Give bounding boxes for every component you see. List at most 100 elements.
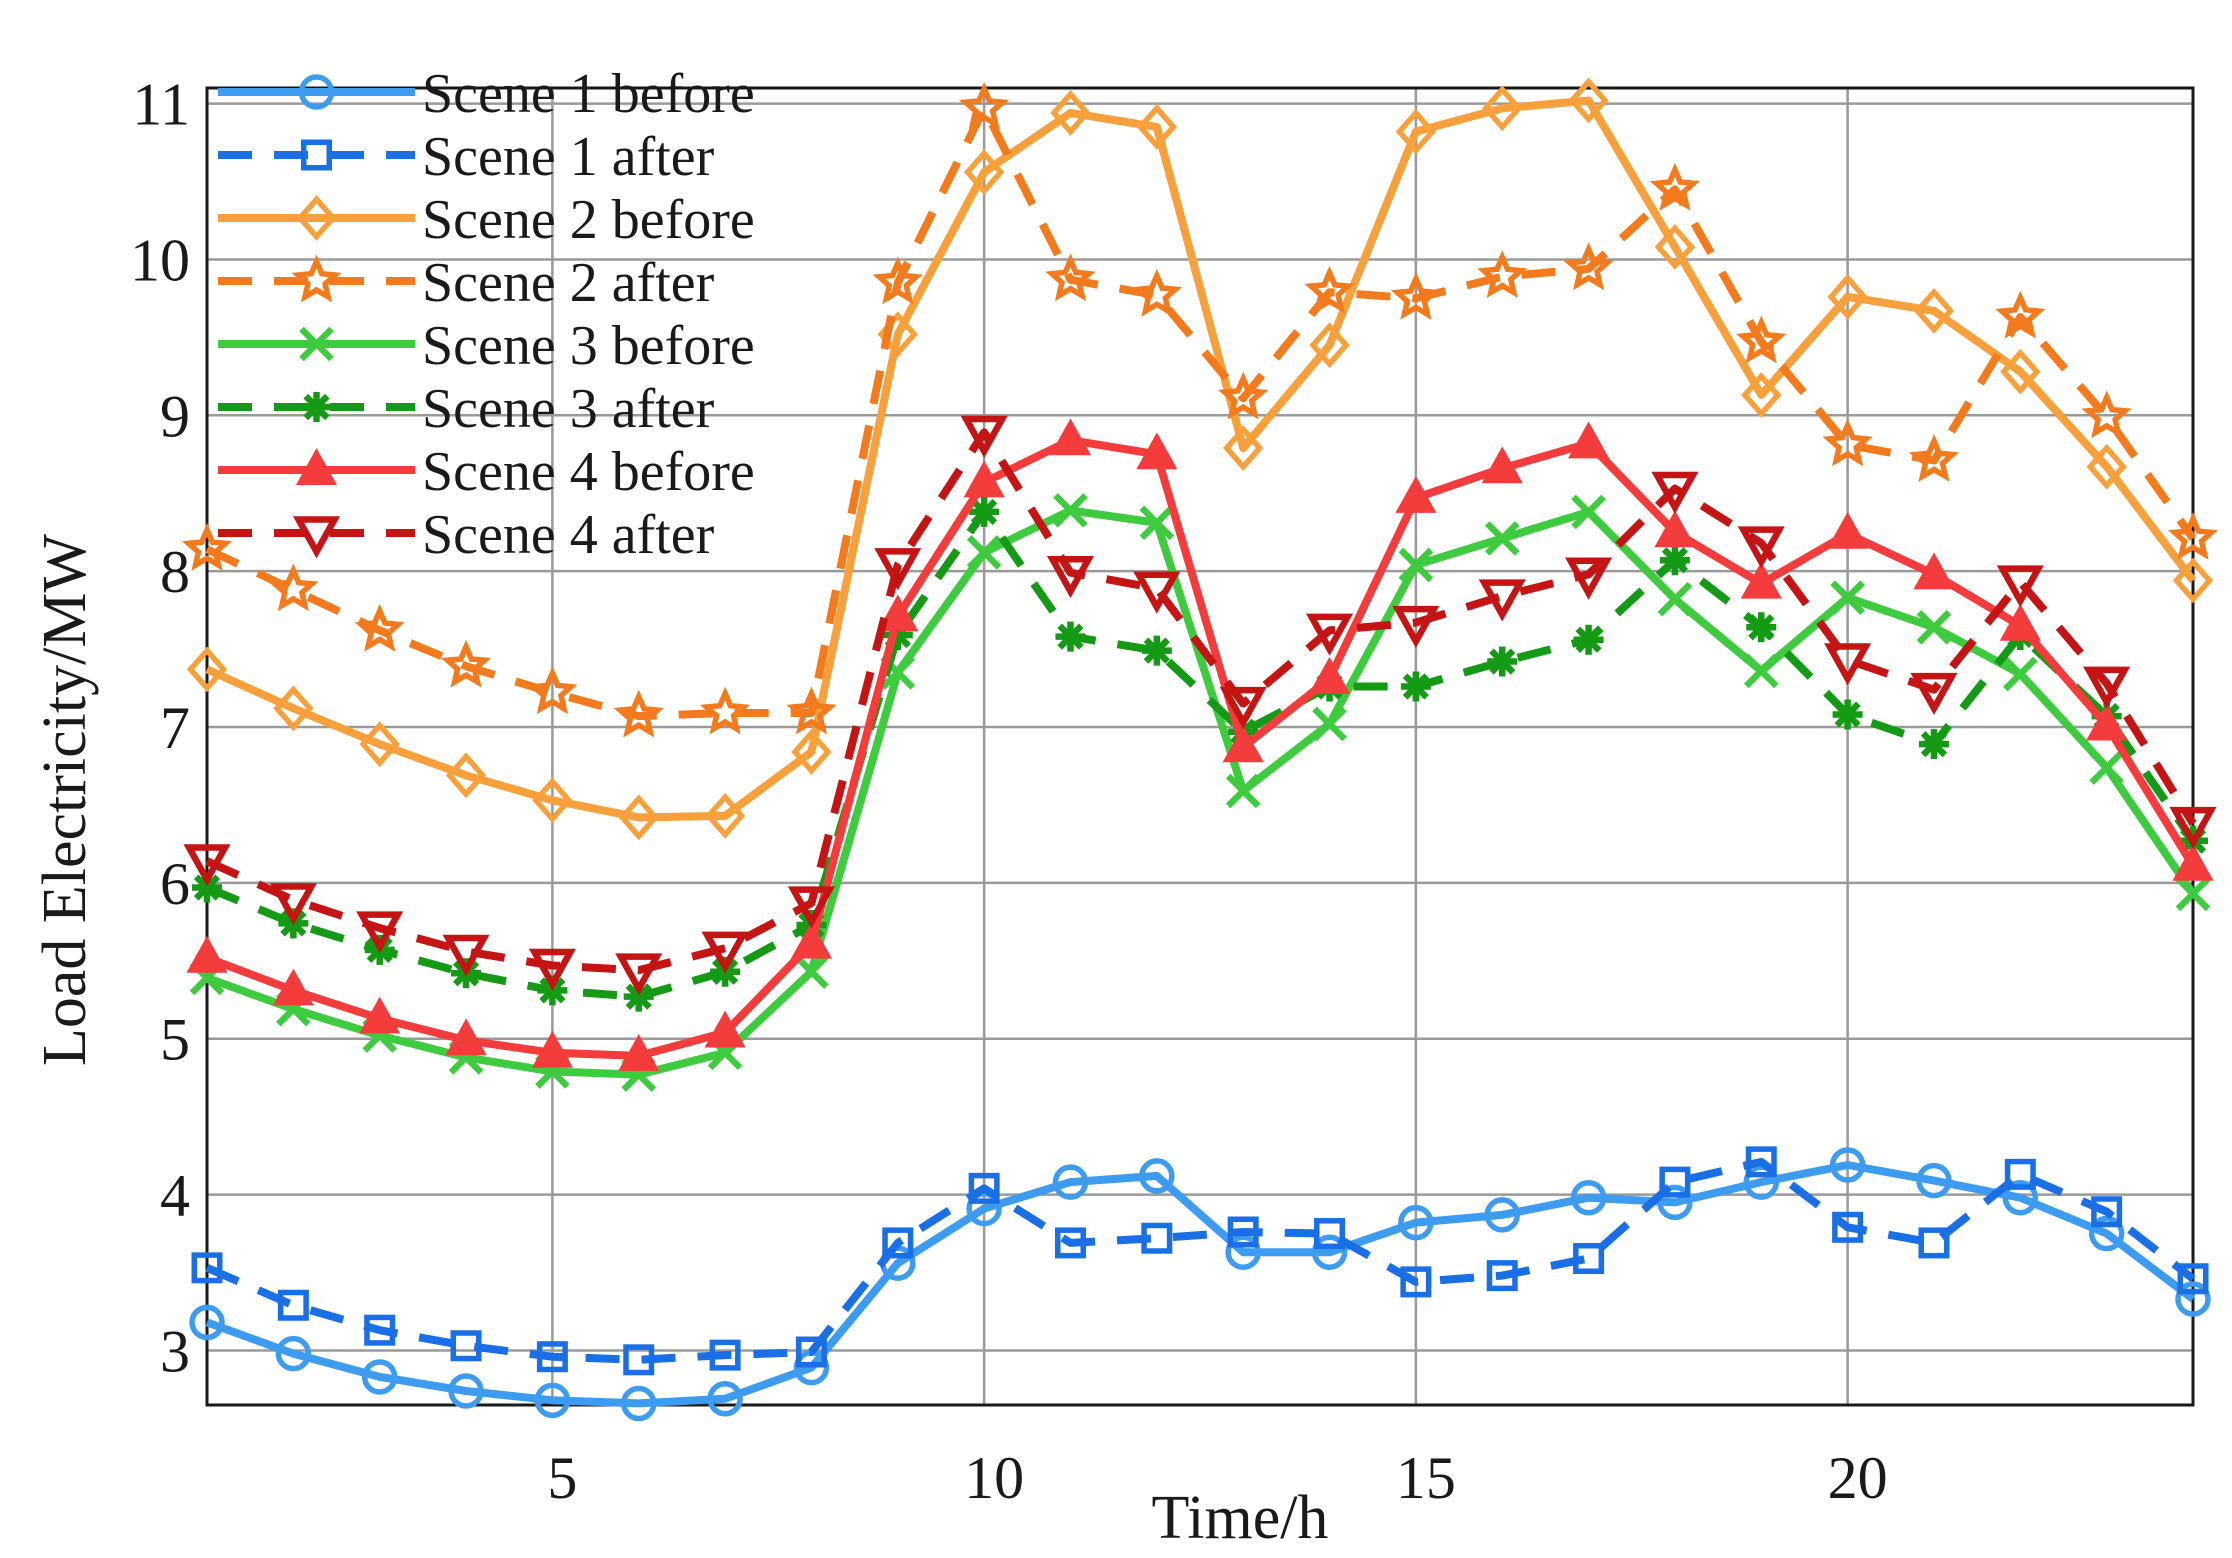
data-point	[1832, 1211, 1864, 1243]
data-point	[1223, 425, 1264, 471]
legend-label: Scene 2 after	[422, 252, 715, 314]
y-tick-label: 7	[160, 695, 190, 761]
y-tick-label: 11	[132, 72, 190, 138]
data-point	[1657, 1184, 1693, 1221]
data-point	[1995, 290, 2046, 339]
data-point	[1305, 613, 1354, 656]
series-8	[183, 415, 2217, 996]
data-point	[450, 1330, 482, 1362]
data-point	[623, 1344, 655, 1376]
data-point	[528, 948, 576, 991]
data-point	[1570, 1179, 1607, 1216]
data-point	[1055, 621, 1086, 652]
y-tick-label: 8	[160, 539, 190, 605]
data-point	[1918, 1227, 1950, 1259]
data-point	[1913, 552, 1955, 590]
data-point	[1913, 287, 1955, 334]
data-point	[273, 685, 314, 732]
data-point	[1131, 268, 1182, 317]
legend-label: Scene 4 before	[422, 441, 755, 503]
data-point	[1217, 371, 1269, 420]
y-tick-label: 4	[160, 1163, 190, 1229]
data-point	[1830, 580, 1865, 615]
data-point	[2088, 1215, 2125, 1252]
data-point	[1746, 612, 1777, 643]
data-point	[2172, 843, 2214, 881]
data-point	[191, 1252, 223, 1284]
data-point	[1225, 1234, 1261, 1271]
data-point	[1916, 1162, 1952, 1199]
data-point	[1141, 635, 1172, 666]
data-point	[1478, 579, 1526, 622]
data-point	[1304, 265, 1355, 314]
data-point	[1395, 108, 1437, 155]
legend-label: Scene 2 before	[422, 189, 755, 251]
legend-marker	[292, 516, 341, 559]
data-point	[1398, 1204, 1434, 1241]
x-tick-label: 20	[1828, 1445, 1888, 1511]
data-point	[2081, 390, 2132, 439]
data-point	[2004, 1158, 2036, 1190]
data-point	[1141, 1222, 1173, 1254]
data-point	[186, 646, 228, 693]
data-point	[1046, 555, 1095, 599]
data-point	[1053, 493, 1088, 528]
data-point	[1219, 686, 1267, 730]
legend-entry-7: Scene 4 before	[218, 441, 755, 503]
data-point	[963, 460, 1005, 498]
legend-entry-8: Scene 4 after	[218, 504, 715, 566]
y-tick-label: 6	[160, 851, 190, 917]
data-point	[2086, 443, 2127, 490]
data-point	[2175, 876, 2211, 912]
data-point	[1395, 476, 1437, 513]
data-point	[969, 496, 1000, 527]
data-point	[189, 1304, 225, 1341]
data-point	[1311, 1234, 1348, 1271]
data-point	[1737, 526, 1785, 569]
data-point	[613, 689, 664, 738]
data-point	[1657, 581, 1693, 617]
data-point	[1745, 1146, 1777, 1178]
data-point	[2175, 1281, 2211, 1317]
data-point	[1481, 446, 1523, 484]
data-point	[966, 535, 1002, 570]
data-point	[1743, 1164, 1780, 1200]
data-point	[1045, 253, 1096, 302]
data-point	[1654, 510, 1696, 548]
x-tick-label: 10	[964, 1445, 1024, 1511]
data-point	[795, 1336, 827, 1368]
data-point	[794, 954, 829, 990]
data-point	[1827, 273, 1868, 320]
series-line	[205, 506, 2197, 1079]
data-point	[1050, 90, 1091, 136]
data-point	[442, 934, 490, 977]
data-point	[277, 1289, 309, 1321]
data-point	[1139, 1158, 1175, 1194]
data-point	[787, 886, 835, 929]
data-point	[1308, 656, 1351, 694]
data-point	[1563, 242, 1614, 291]
legend-marker	[291, 254, 342, 303]
data-point	[872, 256, 923, 305]
data-point	[618, 1034, 660, 1071]
data-point	[269, 883, 317, 926]
data-point	[704, 792, 746, 839]
data-point	[1565, 557, 1613, 600]
data-point	[1482, 85, 1523, 132]
data-point	[1910, 672, 1958, 716]
data-point	[1568, 421, 1610, 459]
legend-entry-2: Scene 1 after	[218, 126, 715, 188]
data-point	[1484, 521, 1520, 556]
data-point	[615, 953, 663, 996]
data-point	[1659, 1166, 1691, 1198]
data-point	[2003, 656, 2038, 692]
data-point	[1487, 646, 1518, 677]
legend-entry-1: Scene 1 before	[218, 63, 755, 125]
data-point	[701, 931, 749, 974]
data-point	[445, 752, 487, 799]
legend-label: Scene 4 after	[422, 504, 715, 566]
data-point	[1741, 372, 1782, 418]
data-point	[960, 415, 1008, 458]
data-point	[186, 935, 228, 973]
data-point	[704, 1010, 746, 1048]
